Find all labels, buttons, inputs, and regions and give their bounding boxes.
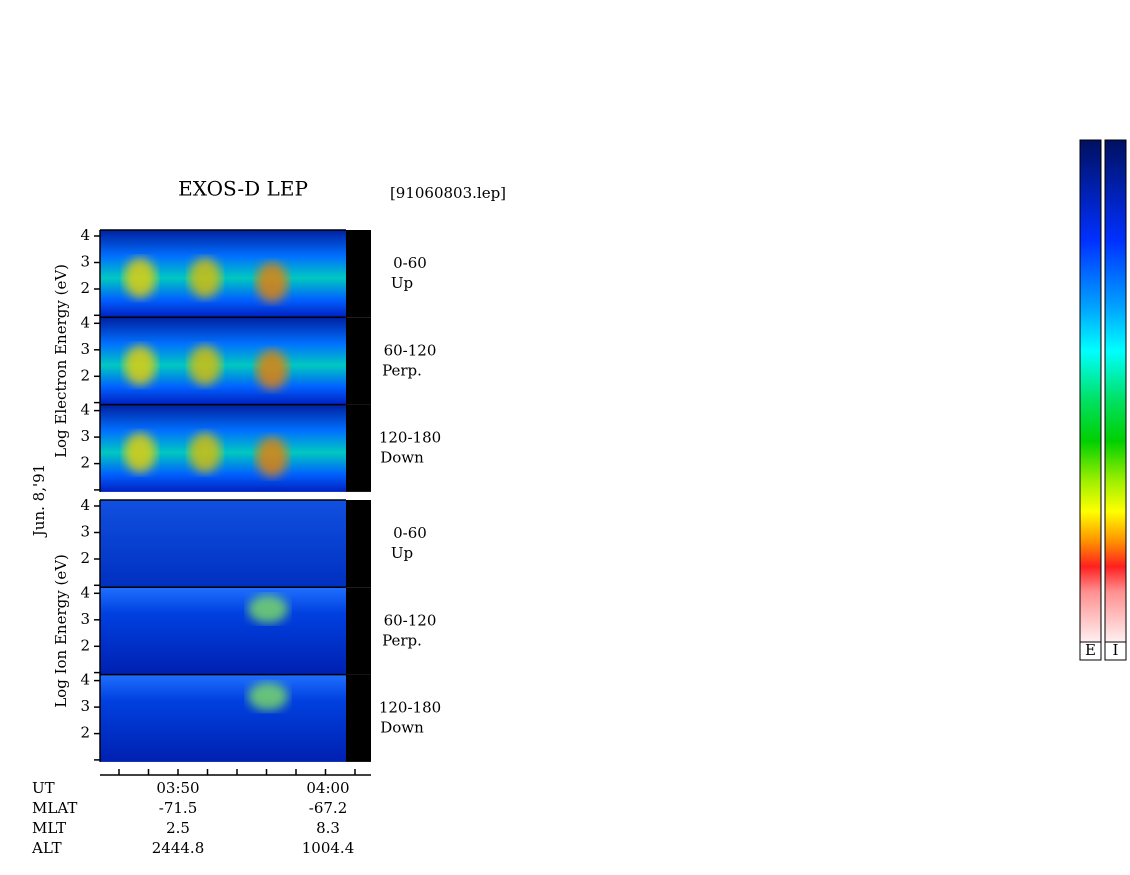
hot-spot bbox=[124, 345, 156, 386]
hot-spot bbox=[189, 258, 221, 299]
data-gap bbox=[346, 230, 371, 318]
hot-spot bbox=[256, 436, 288, 477]
y-tick-label: 4 bbox=[80, 496, 90, 514]
y-tick-label: 2 bbox=[80, 549, 90, 567]
data-gap bbox=[346, 587, 371, 675]
row-name: MLT bbox=[32, 819, 66, 837]
hot-spot bbox=[256, 349, 288, 390]
color-bar-label: I bbox=[1113, 641, 1119, 659]
y-tick-label: 4 bbox=[80, 583, 90, 601]
hot-spot bbox=[256, 262, 288, 303]
row-name: UT bbox=[32, 779, 55, 797]
title: EXOS-D LEP bbox=[178, 177, 308, 201]
y-axis-label: Log Electron Energy (eV) bbox=[52, 264, 70, 458]
y-tick-label: 4 bbox=[80, 671, 90, 689]
panel-label: Up bbox=[391, 274, 413, 292]
row-value: 1004.4 bbox=[302, 839, 355, 857]
panel-label: 120-180 bbox=[379, 429, 441, 447]
color-bar-label: E bbox=[1085, 641, 1096, 659]
date: Jun. 8,'91 bbox=[30, 464, 48, 538]
hot-spot bbox=[189, 345, 221, 386]
row-value: 2444.8 bbox=[152, 839, 205, 857]
y-tick-label: 3 bbox=[80, 340, 90, 358]
hot-spot bbox=[124, 258, 156, 299]
y-axis-label: Log Ion Energy (eV) bbox=[52, 554, 70, 708]
color-bar-box bbox=[1104, 641, 1127, 661]
color-bar bbox=[1104, 139, 1127, 643]
panel-label: Perp. bbox=[382, 361, 422, 379]
spectrogram bbox=[100, 500, 346, 588]
y-tick-label: 4 bbox=[80, 313, 90, 331]
panel-label: 0-60 bbox=[393, 524, 427, 542]
panel-label: Perp. bbox=[382, 631, 422, 649]
hot-spot bbox=[124, 432, 156, 473]
y-tick-label: 3 bbox=[80, 523, 90, 541]
y-tick-label: 3 bbox=[80, 427, 90, 445]
data-gap bbox=[346, 674, 371, 762]
row-value: 2.5 bbox=[166, 819, 190, 837]
y-tick-label: 3 bbox=[80, 610, 90, 628]
panel-label: Up bbox=[391, 544, 413, 562]
hot-spot bbox=[189, 432, 221, 473]
panel-label: 120-180 bbox=[379, 699, 441, 717]
panel-label: Down bbox=[380, 719, 424, 737]
row-name: ALT bbox=[31, 839, 62, 857]
y-tick-label: 2 bbox=[80, 366, 90, 384]
row-value: 04:00 bbox=[306, 779, 349, 797]
panel-label: 60-120 bbox=[384, 341, 437, 359]
spectrogram bbox=[100, 587, 346, 675]
hot-spot bbox=[248, 682, 288, 711]
hot-spot bbox=[248, 595, 288, 624]
y-tick-label: 3 bbox=[80, 697, 90, 715]
row-value: -67.2 bbox=[309, 799, 347, 817]
y-tick-label: 3 bbox=[80, 253, 90, 271]
y-tick-label: 4 bbox=[80, 226, 90, 244]
y-tick-label: 2 bbox=[80, 454, 90, 472]
panel-label: Down bbox=[380, 449, 424, 467]
color-bar bbox=[1079, 139, 1102, 643]
y-tick-label: 2 bbox=[80, 724, 90, 742]
row-name: MLAT bbox=[32, 799, 77, 817]
row-value: 03:50 bbox=[156, 779, 199, 797]
y-tick-label: 2 bbox=[80, 636, 90, 654]
data-gap bbox=[346, 500, 371, 588]
panel-label: 60-120 bbox=[384, 611, 437, 629]
panel-label: 0-60 bbox=[393, 254, 427, 272]
file-name: [91060803.lep] bbox=[390, 184, 506, 202]
row-value: 8.3 bbox=[316, 819, 340, 837]
y-tick-label: 4 bbox=[80, 401, 90, 419]
data-gap bbox=[346, 317, 371, 405]
data-gap bbox=[346, 404, 371, 492]
spectrogram bbox=[100, 674, 346, 762]
y-tick-label: 2 bbox=[80, 279, 90, 297]
row-value: -71.5 bbox=[159, 799, 197, 817]
color-bar-box bbox=[1079, 641, 1102, 661]
